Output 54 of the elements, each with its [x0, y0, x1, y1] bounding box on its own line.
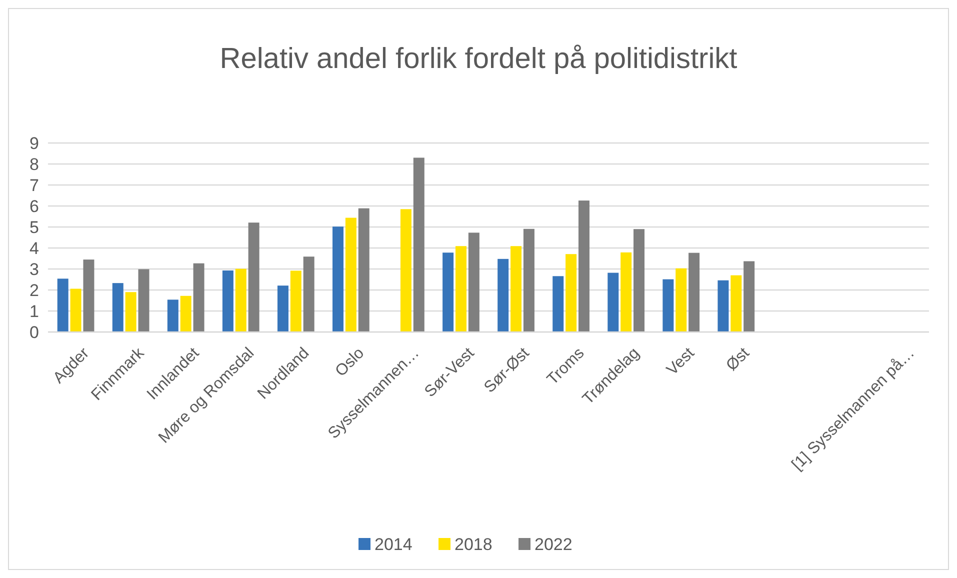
bar [193, 263, 204, 332]
bar [620, 252, 632, 332]
bar [70, 288, 82, 332]
bar [400, 209, 412, 332]
y-tick-label: 6 [30, 196, 39, 216]
y-tick-label: 2 [30, 280, 39, 300]
bar [634, 229, 645, 332]
bar [578, 200, 590, 332]
bar [125, 292, 136, 332]
bar [662, 279, 674, 332]
bar [744, 261, 755, 332]
bar [676, 268, 687, 332]
bar [83, 260, 94, 332]
bar [730, 275, 742, 332]
y-tick-label: 0 [30, 322, 39, 342]
bar [523, 228, 534, 332]
bar [718, 280, 729, 332]
bar [552, 276, 564, 332]
legend-label: 2014 [374, 535, 412, 554]
bar [332, 226, 344, 332]
bar [235, 268, 246, 332]
bar [566, 254, 577, 332]
y-tick-label: 4 [30, 238, 39, 258]
bar [455, 246, 466, 332]
bar [112, 283, 124, 332]
bar [222, 270, 234, 332]
chart-title: Relativ andel forlik fordelt på politidistrikt [220, 43, 738, 75]
bar [468, 232, 480, 332]
bar [248, 222, 260, 332]
y-tick-label: 9 [30, 134, 39, 153]
bar [345, 218, 356, 332]
bar [303, 256, 314, 332]
y-tick-label: 3 [30, 260, 39, 279]
bar [167, 300, 178, 332]
legend-label: 2022 [534, 535, 572, 554]
bar [688, 252, 700, 332]
y-tick-label: 1 [30, 302, 39, 321]
bar [498, 258, 509, 332]
bar [138, 269, 150, 332]
bar [180, 296, 192, 332]
x-tick-label: Øst [723, 344, 754, 374]
bar [413, 158, 424, 332]
y-tick-label: 8 [30, 154, 39, 174]
y-tick-label: 7 [30, 176, 39, 195]
bar [608, 272, 619, 332]
bar [290, 270, 302, 332]
legend-label: 2018 [454, 535, 492, 554]
y-tick-label: 5 [30, 218, 39, 237]
bar [57, 278, 68, 332]
bar [442, 252, 454, 332]
bar [510, 246, 522, 332]
bar [277, 286, 288, 332]
bar [358, 208, 370, 332]
x-tick-label: Vest [664, 344, 698, 379]
